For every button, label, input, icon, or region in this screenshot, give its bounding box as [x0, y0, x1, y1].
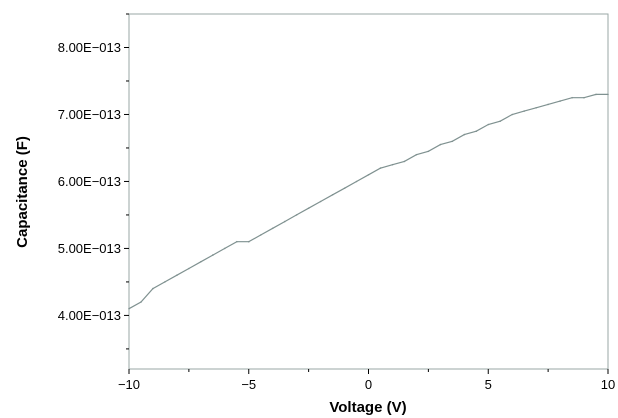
- data-point: [583, 96, 585, 99]
- y-axis: 4.00E−013 5.00E−013 6.00E−013 7.00E−013 8.00…: [58, 13, 129, 350]
- data-point: [547, 103, 549, 106]
- data-point: [164, 281, 166, 283]
- data-point: [307, 207, 310, 209]
- data-point: [571, 96, 573, 99]
- data-point: [248, 240, 250, 243]
- data-point: [463, 133, 466, 136]
- y-tick-label: 8.00E−013: [58, 40, 121, 55]
- x-tick-label: 0: [365, 377, 372, 392]
- data-point: [212, 254, 214, 256]
- data-point: [391, 163, 394, 166]
- y-tick-label: 4.00E−013: [58, 308, 121, 323]
- y-tick-label: 5.00E−013: [58, 241, 121, 256]
- data-point: [331, 194, 334, 196]
- data-point: [487, 123, 490, 126]
- data-point: [415, 153, 418, 156]
- data-point: [367, 174, 370, 176]
- data-point: [236, 240, 238, 243]
- data-point: [511, 113, 513, 116]
- data-point: [200, 261, 202, 263]
- data-point: [259, 234, 262, 236]
- data-point: [140, 301, 142, 303]
- data-point: [152, 287, 154, 290]
- data-point: [595, 93, 597, 96]
- data-point: [355, 180, 358, 183]
- series-line-0: [128, 93, 608, 310]
- x-axis-title: Voltage (V): [329, 399, 406, 416]
- y-axis-title: Capacitance (F): [14, 136, 31, 248]
- x-axis: −10 −5 0 5 10: [118, 369, 615, 392]
- data-point: [319, 200, 322, 203]
- data-point: [283, 220, 286, 223]
- y-tick-label: 6.00E−013: [58, 174, 121, 189]
- data-point: [439, 143, 442, 146]
- data-point: [475, 130, 478, 132]
- data-point: [403, 160, 406, 163]
- data-point: [451, 140, 454, 143]
- data-point: [343, 187, 346, 189]
- data-point: [559, 100, 561, 102]
- data-point: [224, 247, 226, 250]
- series-layer: [128, 93, 609, 310]
- data-point: [379, 167, 382, 169]
- data-point: [295, 214, 298, 216]
- x-tick-label: −10: [118, 377, 140, 392]
- plot-area-frame: [128, 13, 609, 370]
- x-tick-label: 10: [601, 377, 615, 392]
- data-point: [607, 93, 609, 96]
- data-point: [188, 267, 190, 270]
- x-tick-label: 5: [485, 377, 492, 392]
- data-point: [128, 307, 130, 310]
- x-tick-label: −5: [241, 377, 256, 392]
- data-point: [499, 120, 502, 122]
- data-point: [271, 227, 274, 230]
- y-tick-label: 7.00E−013: [58, 107, 121, 122]
- data-point: [427, 150, 430, 153]
- data-point: [176, 274, 178, 277]
- data-point: [535, 107, 537, 109]
- data-point: [523, 110, 525, 112]
